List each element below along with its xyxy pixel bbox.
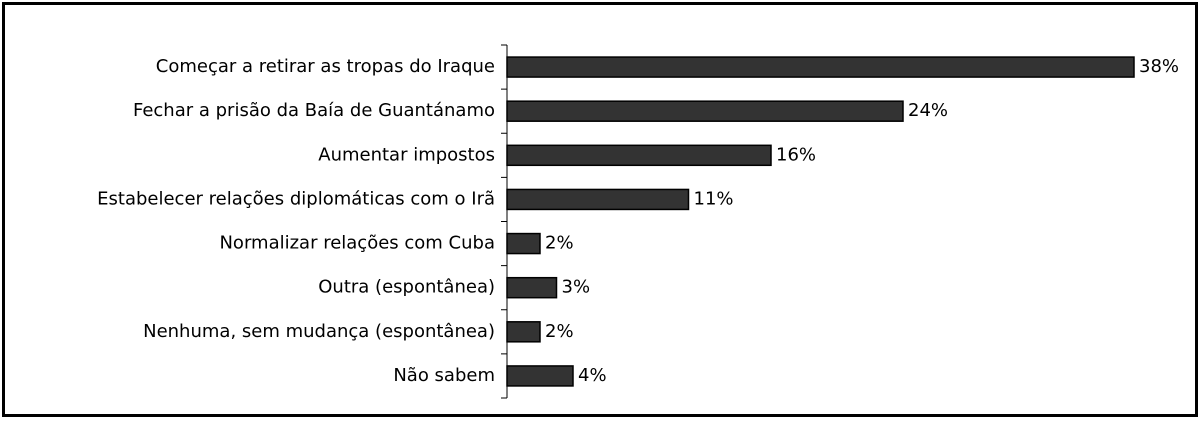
data-label: 16% [776,144,816,165]
bar [506,321,541,343]
y-tick-label: Começar a retirar as tropas do Iraque [156,56,495,77]
bar [506,232,541,255]
y-tick-label: Fechar a prisão da Baía de Guantánamo [133,100,495,121]
bar [506,144,772,167]
y-tick-label: Normalizar relações com Cuba [219,233,495,254]
data-label: 11% [694,188,734,209]
data-label: 2% [545,321,574,342]
bar [506,56,1135,78]
y-tick-label: Não sabem [393,365,495,386]
bar [506,100,904,122]
data-label: 24% [908,100,948,121]
bar [506,188,690,211]
data-label: 2% [545,233,574,254]
y-tick-label: Outra (espontânea) [318,277,495,298]
data-label: 38% [1139,56,1179,77]
bar [506,276,558,299]
data-label: 4% [578,365,607,386]
y-tick-label: Estabelecer relações diplomáticas com o … [97,188,495,209]
y-tick-label: Aumentar impostos [318,144,495,165]
y-tick-label: Nenhuma, sem mudança (espontânea) [143,321,495,342]
bar [506,365,574,387]
data-label: 3% [562,277,591,298]
